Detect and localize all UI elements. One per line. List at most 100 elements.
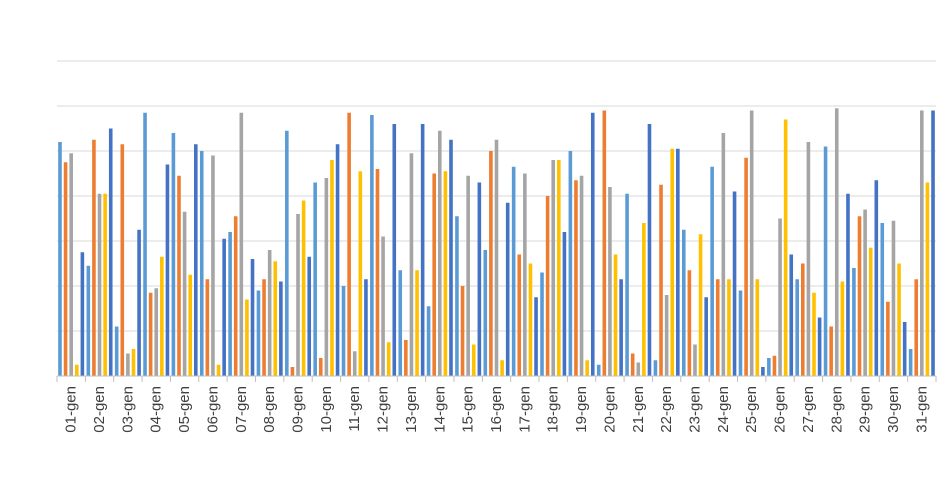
x-tick-label: 13-gen bbox=[403, 386, 420, 433]
bar bbox=[653, 360, 658, 376]
bar bbox=[534, 297, 538, 376]
bar bbox=[477, 182, 482, 376]
bar bbox=[880, 223, 885, 376]
bar bbox=[148, 292, 153, 376]
bar bbox=[500, 360, 504, 376]
bar bbox=[693, 344, 697, 376]
bar bbox=[931, 110, 935, 376]
bar bbox=[602, 110, 607, 376]
bar bbox=[778, 218, 782, 376]
bar bbox=[131, 349, 136, 376]
bar bbox=[358, 171, 363, 376]
bar bbox=[613, 254, 618, 376]
bar bbox=[194, 144, 198, 376]
bar bbox=[710, 166, 714, 376]
bar bbox=[426, 306, 431, 376]
bar bbox=[727, 279, 731, 376]
x-tick-label: 08-gen bbox=[261, 386, 278, 433]
bar bbox=[364, 279, 368, 376]
bar bbox=[772, 355, 777, 376]
bar bbox=[636, 362, 641, 376]
bar bbox=[489, 151, 493, 376]
bar bbox=[744, 157, 748, 376]
bar bbox=[233, 216, 238, 376]
bar bbox=[596, 364, 601, 376]
bar bbox=[557, 160, 561, 376]
bar bbox=[687, 270, 692, 376]
bar bbox=[817, 317, 822, 376]
bar bbox=[256, 290, 261, 376]
bar bbox=[749, 110, 754, 376]
bar bbox=[834, 108, 839, 376]
bar bbox=[511, 166, 516, 376]
bar bbox=[920, 110, 924, 376]
x-tick-label: 20-gen bbox=[601, 386, 618, 433]
bar bbox=[715, 279, 720, 376]
bar bbox=[114, 326, 119, 376]
bar bbox=[676, 148, 680, 376]
bar bbox=[891, 220, 896, 376]
bar bbox=[211, 155, 215, 376]
bar bbox=[409, 153, 414, 376]
bar bbox=[585, 360, 589, 376]
bar bbox=[267, 250, 272, 376]
bar bbox=[642, 223, 646, 376]
bar bbox=[250, 259, 255, 376]
bar bbox=[177, 175, 181, 376]
bar bbox=[466, 175, 470, 376]
bar bbox=[681, 229, 686, 376]
bar bbox=[608, 187, 612, 376]
bar bbox=[74, 364, 79, 376]
bar bbox=[375, 169, 380, 376]
bar bbox=[579, 175, 584, 376]
bar bbox=[273, 261, 278, 376]
x-tick-label: 21-gen bbox=[630, 386, 647, 433]
bar bbox=[562, 232, 567, 376]
bar bbox=[846, 193, 850, 376]
bar bbox=[228, 232, 232, 376]
bar bbox=[732, 191, 737, 376]
x-tick-label: 14-gen bbox=[431, 386, 448, 433]
x-tick-label: 12-gen bbox=[375, 386, 392, 433]
bar bbox=[863, 209, 867, 376]
bar bbox=[171, 133, 176, 376]
bar bbox=[285, 130, 289, 376]
bar bbox=[165, 164, 170, 376]
x-tick-label: 25-gen bbox=[743, 386, 760, 433]
bar bbox=[823, 146, 828, 376]
bar bbox=[664, 295, 669, 376]
bar bbox=[574, 180, 578, 376]
bar bbox=[659, 184, 663, 376]
x-tick-label: 03-gen bbox=[119, 386, 136, 433]
x-axis-ticks bbox=[56, 376, 937, 382]
bar bbox=[245, 299, 249, 376]
bar bbox=[120, 144, 125, 376]
bar bbox=[222, 238, 226, 376]
bar bbox=[437, 130, 442, 376]
bar bbox=[568, 151, 573, 376]
bar bbox=[313, 182, 317, 376]
bar bbox=[324, 178, 329, 376]
bar bbox=[69, 153, 73, 376]
bar bbox=[761, 367, 765, 376]
bar bbox=[103, 193, 107, 376]
bar bbox=[455, 216, 459, 376]
bar bbox=[670, 148, 675, 376]
bar bbox=[517, 254, 522, 376]
bar bbox=[801, 263, 805, 376]
bar bbox=[840, 281, 845, 376]
bar bbox=[97, 193, 102, 376]
x-tick-label: 09-gen bbox=[290, 386, 307, 433]
bar bbox=[698, 234, 703, 376]
bar bbox=[58, 142, 62, 376]
x-tick-label: 17-gen bbox=[516, 386, 533, 433]
bar bbox=[398, 270, 403, 376]
bar bbox=[160, 256, 164, 376]
x-tick-label: 18-gen bbox=[545, 386, 562, 433]
bar bbox=[852, 268, 856, 376]
bar bbox=[279, 281, 283, 376]
x-tick-label: 16-gen bbox=[488, 386, 505, 433]
x-tick-label: 29-gen bbox=[857, 386, 874, 433]
bar bbox=[80, 252, 85, 376]
bar bbox=[352, 351, 357, 376]
